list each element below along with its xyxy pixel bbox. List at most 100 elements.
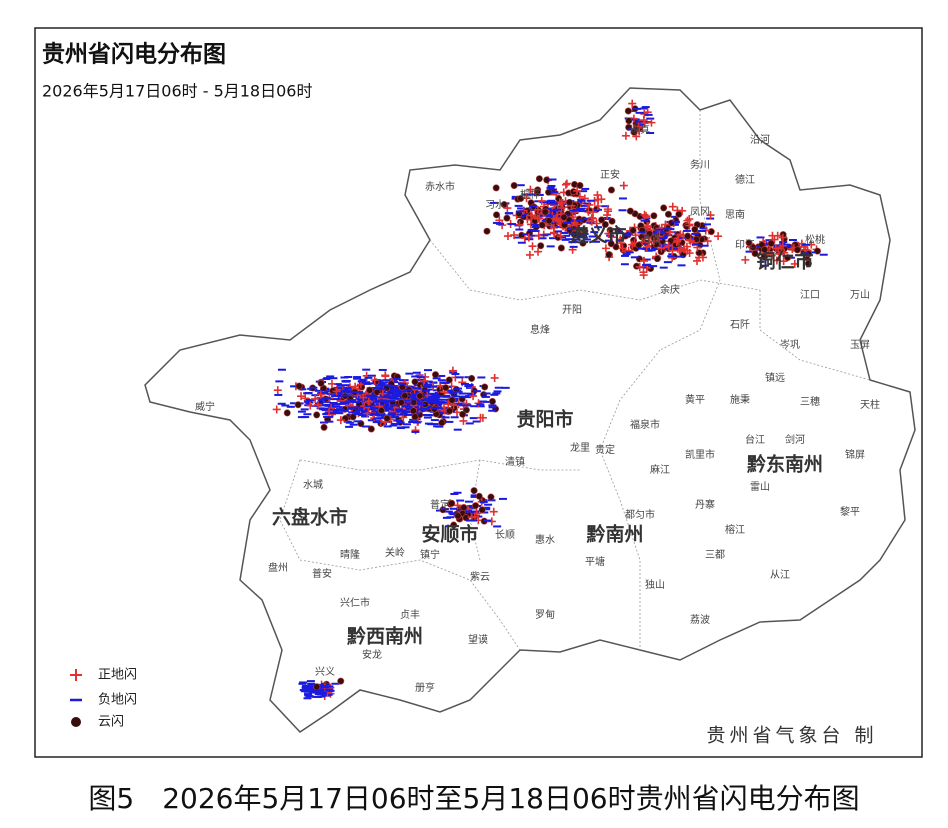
positive-strike (649, 237, 658, 246)
positive-strike (524, 233, 533, 242)
positive-strike (478, 413, 487, 422)
town-label: 黄平 (685, 393, 705, 406)
cloud-flash (450, 521, 458, 529)
cloud-flash (438, 419, 446, 427)
positive-strike (370, 376, 379, 385)
town-label: 麻江 (650, 463, 670, 476)
cloud-flash (707, 228, 715, 236)
cloud-flash (337, 677, 345, 685)
boundary (299, 459, 580, 471)
region-label: 黔南州 (586, 523, 643, 546)
town-label: 册亨 (415, 681, 435, 694)
cloud-flash (767, 239, 775, 247)
positive-strike (672, 238, 681, 247)
cloud-flash (560, 213, 568, 221)
town-label: 正安 (600, 168, 620, 181)
positive-strike (639, 256, 648, 265)
town-label: 赤水市 (425, 180, 455, 193)
positive-strike (628, 99, 637, 108)
cloud-flash (749, 243, 757, 251)
positive-strike (364, 397, 373, 406)
positive-strike (561, 180, 570, 189)
town-label: 榕江 (725, 523, 745, 536)
region-label: 贵阳市 (516, 408, 573, 431)
positive-strike (639, 268, 648, 277)
town-label: 三都 (705, 549, 725, 561)
legend: 正地闪 负地闪 云闪 (70, 668, 137, 730)
positive-strike (640, 119, 649, 128)
positive-strike (693, 256, 702, 265)
cloud-flash (624, 107, 632, 115)
cloud-flash (492, 184, 500, 192)
positive-strike (647, 118, 656, 127)
positive-strike (381, 371, 390, 380)
positive-strike (316, 390, 325, 399)
positive-strike (503, 204, 512, 213)
positive-strike (616, 239, 625, 248)
positive-strike (332, 387, 341, 396)
cloud-flash (625, 117, 633, 125)
positive-strike (741, 255, 750, 264)
positive-strike (640, 210, 649, 219)
region-label: 六盘水市 (272, 506, 348, 529)
town-label: 习水 (485, 199, 505, 211)
town-label: 兴仁市 (340, 596, 370, 609)
cloud-flash (475, 492, 483, 500)
town-label: 福泉市 (630, 418, 660, 431)
cloud-flash (510, 182, 518, 190)
title: 贵州省闪电分布图 (42, 41, 226, 68)
positive-strike (664, 241, 673, 250)
positive-strike (780, 248, 789, 257)
town-label: 普定 (430, 498, 450, 511)
town-label: 江口 (800, 289, 820, 301)
town-label: 德江 (735, 173, 755, 186)
cloud-flash (793, 246, 801, 254)
cloud-flash (557, 244, 565, 252)
positive-strike (619, 181, 628, 190)
cloud-flash (745, 239, 753, 247)
positive-strike (657, 244, 666, 253)
cloud-flash (397, 398, 405, 406)
cloud-flash (313, 411, 321, 419)
positive-strike (683, 246, 692, 255)
town-label: 清镇 (505, 455, 525, 468)
positive-strike (311, 394, 320, 403)
positive-strike (498, 221, 507, 230)
town-label: 剑河 (785, 433, 805, 446)
town-label: 三穗 (800, 395, 820, 408)
region-label: 铜仁市 (756, 250, 813, 273)
cloud-flash (448, 396, 456, 404)
town-label: 玉屏 (850, 339, 870, 351)
cloud-flash (488, 397, 496, 405)
cloud-flash (684, 232, 692, 240)
cloud-flash (630, 128, 638, 136)
town-label: 松桃 (805, 233, 825, 246)
town-label: 兴义 (315, 666, 335, 678)
cloud-flash (432, 371, 440, 379)
legend-symbol (70, 669, 82, 681)
boundary (279, 459, 521, 651)
cloud-flash (566, 198, 574, 206)
town-label: 天柱 (860, 398, 880, 411)
legend-label: 负地闪 (98, 693, 137, 708)
cloud-flash (646, 230, 654, 238)
cloud-flash (409, 407, 417, 415)
town-label: 开阳 (562, 304, 582, 316)
town-label: 关岭 (385, 546, 405, 559)
town-label: 都匀市 (625, 508, 655, 521)
positive-strike (557, 199, 566, 208)
cloud-flash (503, 214, 511, 222)
town-label: 安龙 (362, 648, 382, 661)
town-label: 石阡 (730, 319, 750, 331)
positive-strike (301, 394, 310, 403)
positive-strike (537, 196, 546, 205)
cloud-flash (468, 374, 476, 382)
positive-strike (336, 416, 345, 425)
positive-strike (556, 232, 565, 241)
positive-strike (778, 233, 787, 242)
town-label: 台江 (745, 433, 765, 446)
positive-strike (771, 244, 780, 253)
town-label: 独山 (645, 578, 665, 591)
positive-strike (469, 392, 478, 401)
